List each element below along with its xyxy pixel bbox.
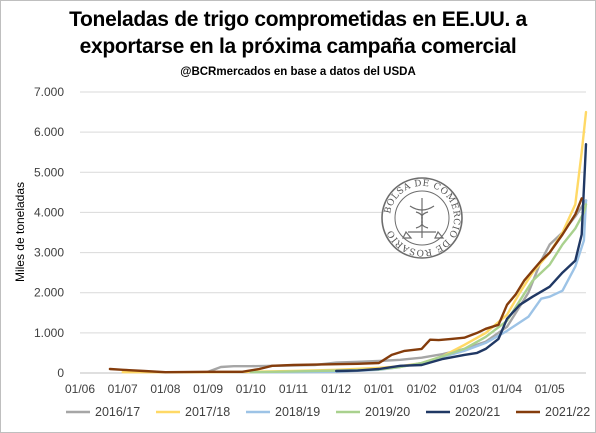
series-line-2020-21 (335, 143, 588, 373)
y-tick-label: 7.000 (34, 85, 64, 99)
x-tick-label: 01/04 (492, 382, 522, 396)
watermark-seal: BOLSA DE COMERCIO DE ROSARIO (381, 177, 463, 259)
series-line-2016-17 (206, 199, 588, 373)
chart-subtitle: @BCRmercados en base a datos del USDA (180, 66, 416, 78)
y-tick-label: 1.000 (34, 326, 64, 340)
series-lines (108, 110, 588, 374)
y-tick-label: 6.000 (34, 125, 64, 139)
y-tick-label: 3.000 (34, 246, 64, 260)
y-axis-ticks: 0 1.000 2.000 3.000 4.000 5.000 6.000 7.000 (34, 85, 64, 380)
legend-label: 2020/21 (455, 405, 500, 419)
x-tick-label: 01/05 (535, 382, 565, 396)
y-tick-label: 5.000 (34, 165, 64, 179)
x-tick-label: 01/08 (150, 382, 180, 396)
y-tick-label: 2.000 (34, 286, 64, 300)
x-axis-ticks: 01/06 01/07 01/08 01/09 01/10 01/11 01/12 01/01… (65, 382, 565, 396)
chart-title-line-2: exportarse en la próxima campaña comerci… (79, 35, 517, 58)
seal-emblem (402, 198, 445, 239)
chart-title-line-1: Toneladas de trigo comprometidas en EE.U… (69, 8, 527, 31)
x-tick-label: 01/09 (193, 382, 223, 396)
y-axis-label: Miles de toneladas (13, 182, 27, 282)
gridlines (80, 91, 586, 374)
seal-inner-ring (394, 190, 450, 246)
x-tick-label: 01/01 (364, 382, 394, 396)
y-tick-label: 4.000 (34, 205, 64, 219)
x-tick-label: 01/10 (236, 382, 266, 396)
series-line-2021-22 (108, 197, 583, 374)
x-tick-label: 01/06 (65, 382, 95, 396)
chart-title: Toneladas de trigo comprometidas en EE.U… (0, 6, 596, 60)
x-tick-label: 01/12 (321, 382, 351, 396)
legend-label: 2019/20 (365, 405, 410, 419)
legend: 2016/17 2017/18 2018/19 2019/20 2020/21 2021/… (66, 405, 590, 419)
y-tick-label: 0 (57, 366, 64, 380)
x-tick-label: 01/11 (279, 382, 308, 396)
x-tick-label: 01/02 (407, 382, 437, 396)
legend-label: 2017/18 (185, 405, 230, 419)
legend-label: 2016/17 (95, 405, 140, 419)
x-tick-label: 01/07 (108, 382, 138, 396)
x-tick-label: 01/03 (449, 382, 479, 396)
legend-label: 2018/19 (275, 405, 320, 419)
legend-label: 2021/22 (545, 405, 590, 419)
